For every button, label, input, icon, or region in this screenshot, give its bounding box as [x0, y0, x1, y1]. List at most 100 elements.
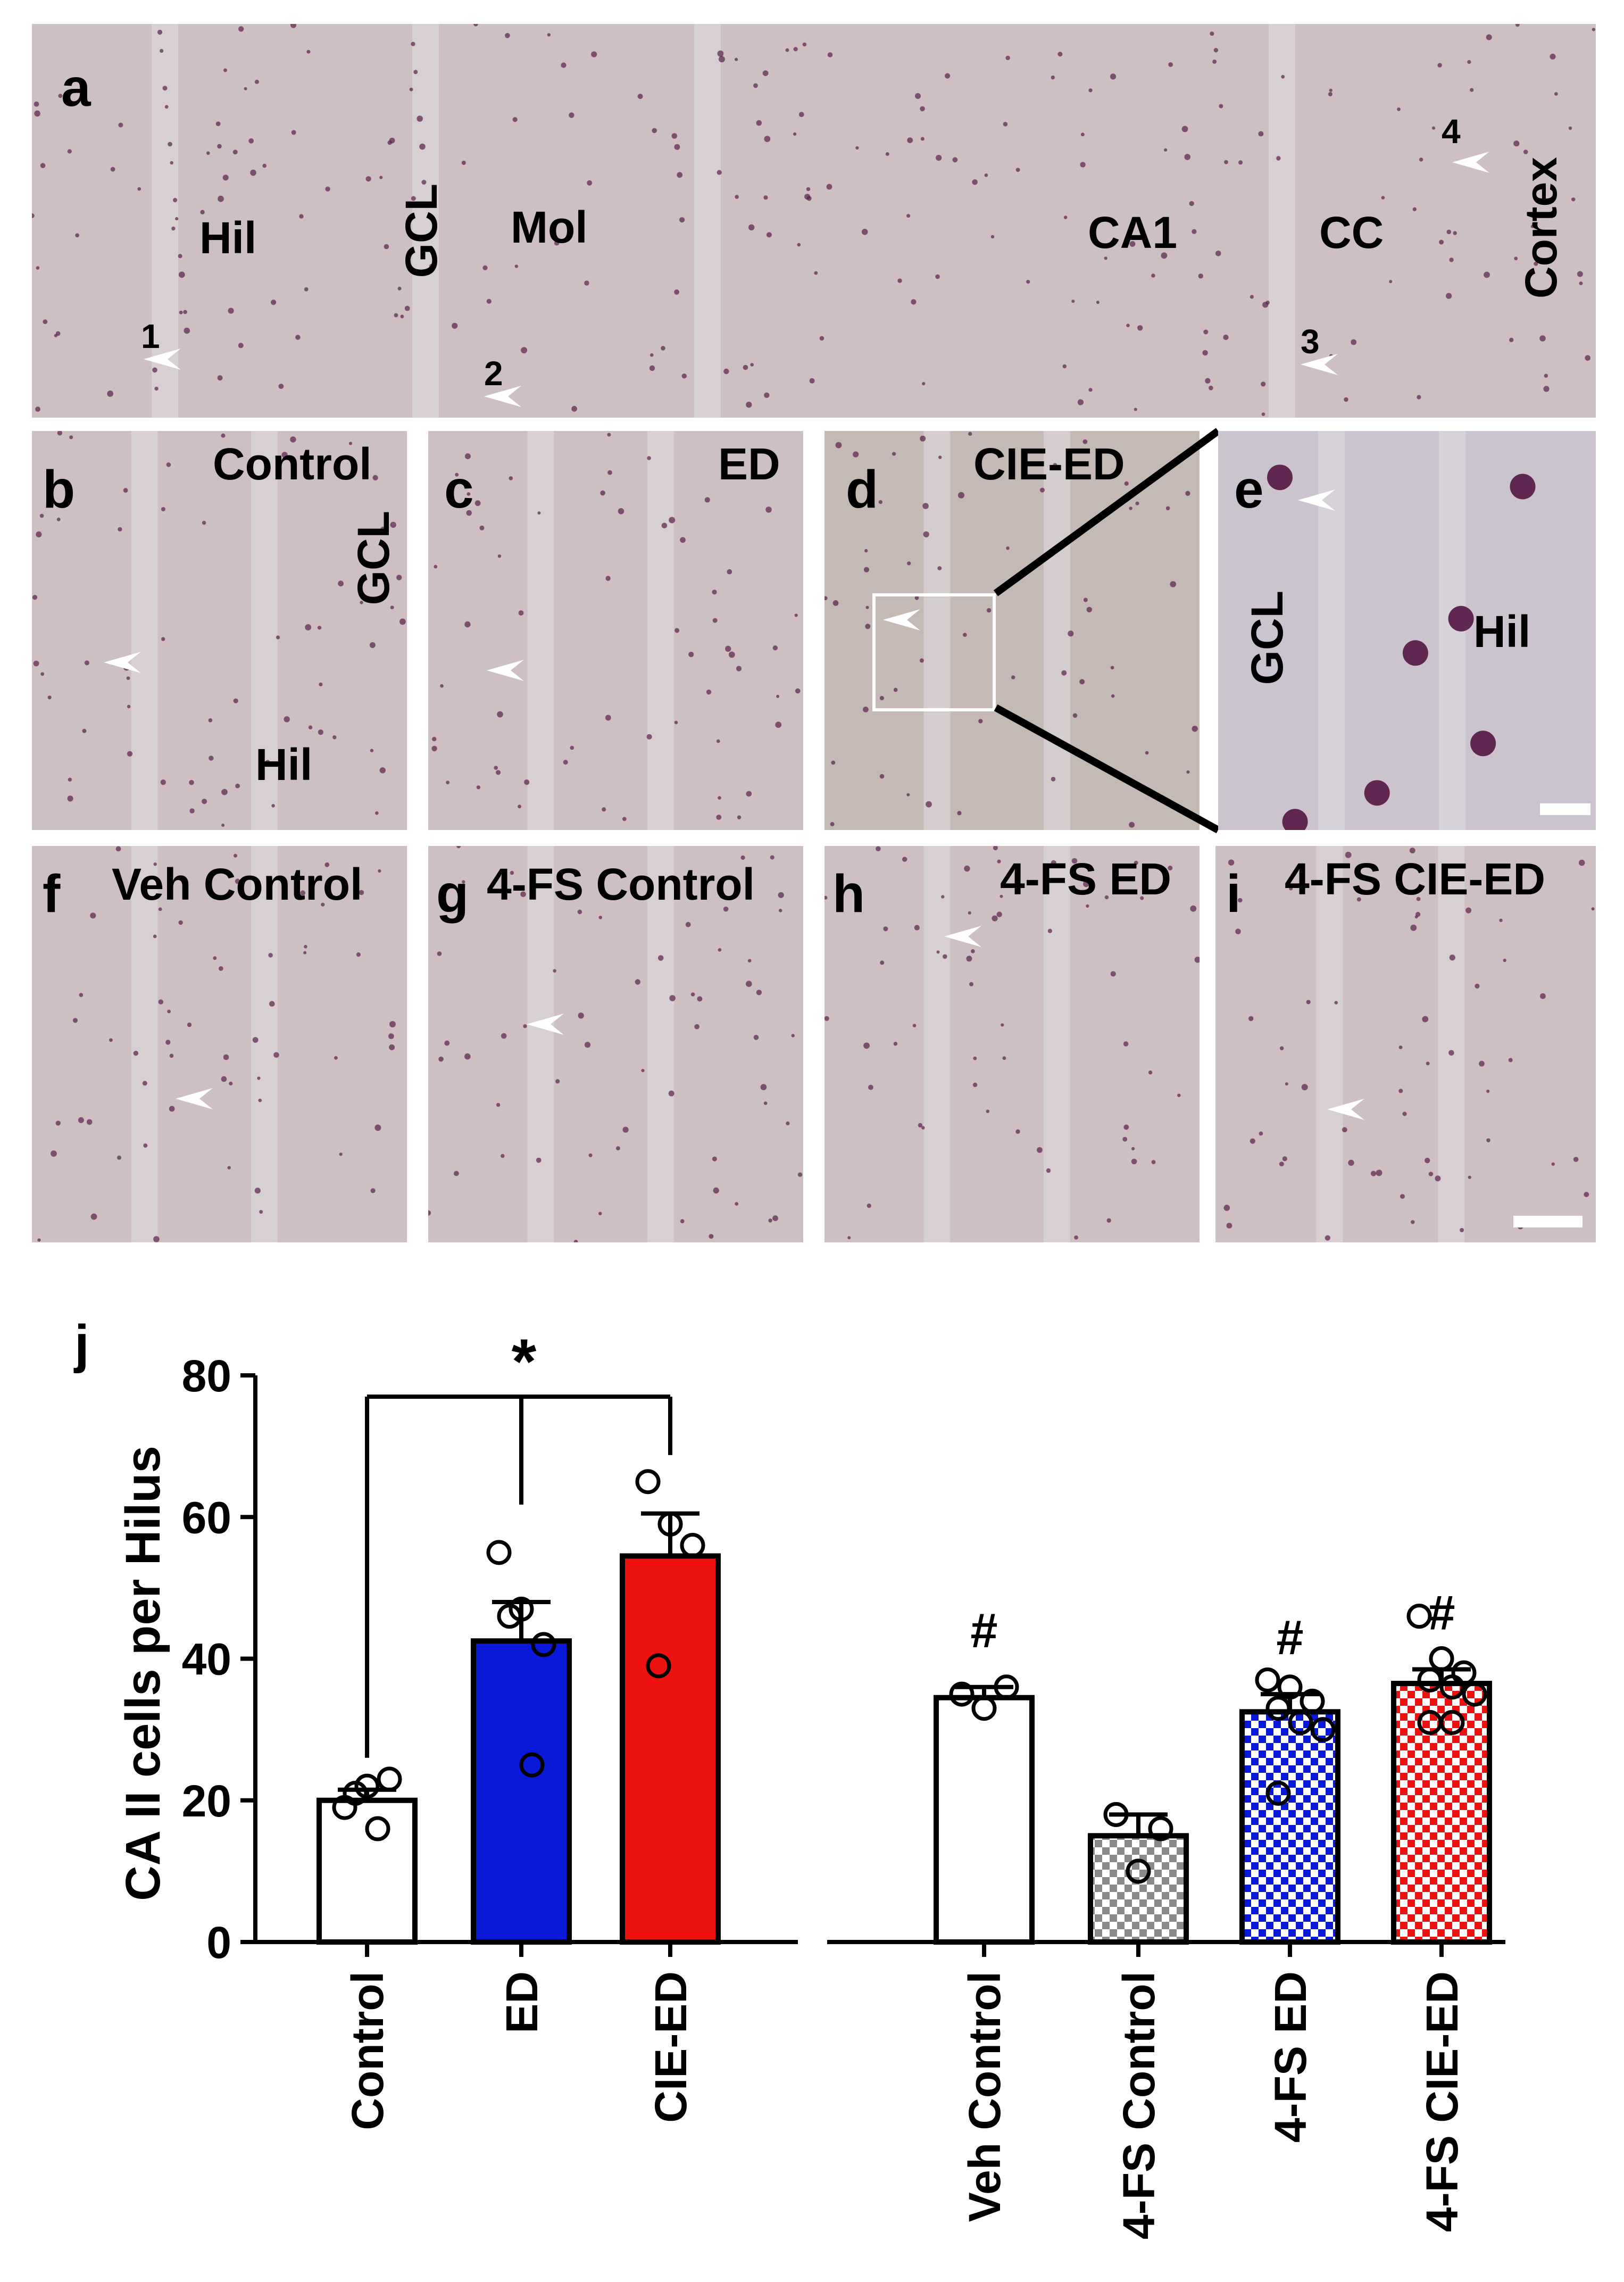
y-tick-label: 20	[182, 1776, 231, 1826]
data-point	[1417, 1667, 1443, 1692]
micrograph-i-texture	[1223, 846, 1595, 1242]
data-point	[1148, 1816, 1173, 1841]
panel-title-4fs-control: 4-FS Control	[487, 859, 755, 909]
data-point	[1288, 1710, 1313, 1735]
x-tick-label: CIE-ED	[646, 1971, 696, 2123]
data-point	[994, 1674, 1019, 1700]
bar	[1239, 1709, 1340, 1945]
region-label-hil: Hil	[255, 740, 313, 790]
data-point	[343, 1780, 368, 1806]
panel-title-cie-ed: CIE-ED	[973, 439, 1125, 489]
data-point	[365, 1816, 390, 1841]
marker-number-2: 2	[484, 354, 503, 393]
data-point	[1277, 1674, 1303, 1700]
region-label-cortex: Cortex	[1516, 157, 1566, 299]
region-label-gcl: GCL	[348, 511, 398, 605]
significance-star: *	[512, 1326, 537, 1397]
data-point	[680, 1533, 705, 1558]
micrograph-f: f Veh Control	[32, 846, 407, 1242]
panel-letter-b: b	[43, 460, 76, 519]
micrograph-c-texture	[431, 431, 801, 830]
panel-letter-a: a	[61, 58, 91, 118]
bar	[471, 1638, 572, 1945]
data-point	[1406, 1604, 1432, 1629]
data-point	[1429, 1646, 1454, 1671]
region-label-hil: Hil	[1473, 607, 1531, 657]
marker-number-4: 4	[1442, 112, 1461, 151]
micrograph-i: i 4-FS CIE-ED	[1215, 846, 1596, 1242]
marker-number-3: 3	[1301, 322, 1320, 361]
y-tick-label: 60	[182, 1492, 231, 1542]
data-point	[1439, 1674, 1465, 1700]
scale-bar	[1540, 803, 1590, 815]
significance-hash: #	[1428, 1586, 1455, 1640]
data-point	[531, 1632, 556, 1657]
arrowhead-icon	[1452, 152, 1489, 173]
x-tick-label: Control	[343, 1971, 393, 2130]
arrowhead-icon	[104, 652, 141, 673]
region-label-mol: Mol	[511, 202, 588, 252]
bar-chart: j CA II cells per Hilus 0 20 40 60 80 Control…	[73, 1314, 1505, 2239]
x-tick-label: 4-FS Control	[1114, 1971, 1164, 2239]
significance-hash: #	[970, 1604, 997, 1658]
bar	[1391, 1681, 1492, 1945]
data-point	[1265, 1696, 1291, 1721]
region-label-gcl: GCL	[396, 184, 446, 278]
arrowhead-icon	[144, 348, 181, 370]
zoom-box	[872, 593, 996, 711]
bar	[317, 1797, 418, 1945]
panel-title-ed: ED	[718, 439, 780, 489]
data-point	[635, 1469, 661, 1495]
marker-number-1: 1	[141, 317, 160, 355]
data-point	[519, 1752, 545, 1778]
data-point	[497, 1604, 522, 1629]
data-point	[971, 1696, 997, 1721]
micrograph-b-texture	[32, 431, 406, 830]
panel-letter-i: i	[1226, 864, 1241, 924]
arrowhead-icon	[484, 386, 521, 407]
data-point	[486, 1540, 512, 1565]
micrograph-h: h 4-FS ED	[825, 846, 1200, 1242]
arrowhead-icon	[176, 1088, 213, 1109]
micrograph-a: a Hil GCL Mol CA1 CC Cortex 1 2 3 4	[32, 24, 1596, 418]
y-tick-label: 80	[182, 1351, 231, 1401]
region-label-hil: Hil	[199, 213, 257, 263]
data-point	[377, 1766, 402, 1792]
panel-title-4fs-cie-ed: 4-FS CIE-ED	[1285, 854, 1546, 904]
panel-letter-g: g	[436, 864, 469, 924]
panel-title-veh-control: Veh Control	[112, 859, 363, 909]
bar	[1088, 1833, 1189, 1945]
data-point	[646, 1653, 671, 1679]
micrograph-g: g 4-FS Control	[428, 846, 803, 1242]
data-point	[1451, 1660, 1477, 1686]
data-point	[1103, 1802, 1129, 1827]
micrograph-e: e GCL Hil	[1218, 431, 1596, 830]
arrowhead-icon	[1298, 489, 1335, 511]
data-point	[1255, 1667, 1280, 1692]
x-tick-label: ED	[497, 1971, 547, 2034]
arrowhead-icon	[944, 926, 981, 947]
bar	[934, 1695, 1035, 1945]
y-tick-label: 0	[206, 1918, 231, 1968]
micrograph-d: d CIE-ED	[825, 431, 1200, 830]
data-point	[1300, 1688, 1325, 1714]
data-point	[1310, 1717, 1336, 1742]
micrograph-b: b Control GCL Hil	[32, 431, 407, 830]
data-point	[1462, 1681, 1487, 1707]
x-tick-label: Veh Control	[960, 1971, 1010, 2222]
region-label-gcl: GCL	[1242, 591, 1292, 685]
micrograph-g-texture	[428, 846, 803, 1242]
arrowhead-icon	[487, 660, 524, 681]
x-tick-label: 4-FS CIE-ED	[1417, 1971, 1467, 2232]
x-tick-label: 4-FS ED	[1265, 1971, 1315, 2143]
y-tick-label: 40	[182, 1634, 231, 1684]
data-point	[1126, 1858, 1151, 1884]
panel-letter-f: f	[43, 864, 61, 924]
micrograph-h-texture	[825, 846, 1200, 1242]
data-point	[949, 1681, 975, 1707]
panel-title-4fs-ed: 4-FS ED	[1000, 854, 1172, 904]
scale-bar	[1513, 1216, 1583, 1227]
arrowhead-icon	[1301, 354, 1338, 375]
panel-letter-d: d	[846, 460, 879, 519]
bar	[620, 1553, 721, 1945]
